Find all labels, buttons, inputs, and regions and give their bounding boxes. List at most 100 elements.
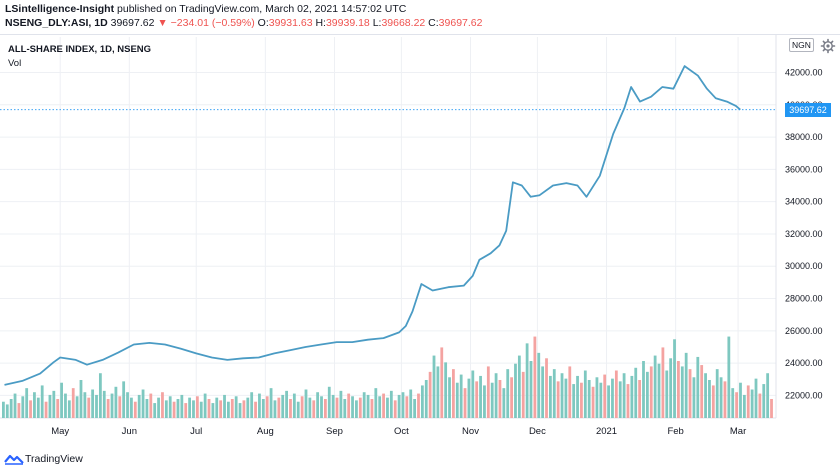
volume-bar [529, 361, 533, 418]
x-tick-label: Nov [462, 426, 479, 437]
price-line [4, 65, 741, 386]
volume-bar [79, 380, 83, 418]
volume-bar [432, 355, 436, 418]
volume-bar [475, 381, 479, 418]
price-chart[interactable]: 22000.00 24000.00 26000.00 28000.00 30000.00… [0, 35, 840, 445]
y-tick-label: 32000.00 [785, 229, 823, 239]
volume-bar [9, 399, 13, 418]
volume-bar [300, 396, 304, 418]
volume-bar [692, 377, 696, 418]
volume-bar [75, 396, 79, 418]
volume-bar [335, 397, 339, 418]
volume-bar [366, 394, 370, 418]
volume-bar [192, 400, 195, 418]
open-value: 39931.63 [268, 17, 313, 29]
volume-bar [420, 385, 424, 418]
volume-bar [164, 400, 168, 418]
volume-bar [122, 381, 126, 418]
volume-bar [106, 399, 110, 418]
gear-icon[interactable] [820, 38, 836, 54]
volume-bar [688, 369, 692, 418]
volume-bar [71, 388, 75, 418]
volume-bar [727, 336, 731, 418]
volume-bar [176, 399, 180, 418]
volume-bar [320, 396, 323, 418]
volume-bar [467, 378, 471, 418]
volume-bar [5, 404, 9, 418]
volume-bar [327, 386, 331, 418]
volume-bar [417, 393, 420, 418]
symbol-label[interactable]: NSENG_DLY:ASI, 1D [5, 17, 108, 29]
volume-bar [254, 401, 257, 418]
volume-bar [739, 382, 742, 418]
volume-bar [766, 373, 770, 418]
volume-bar [657, 363, 661, 418]
volume-bar [525, 343, 529, 418]
volume-bar [735, 392, 738, 418]
volume-bar [312, 400, 316, 418]
volume-bar [44, 401, 48, 418]
tradingview-logo-icon[interactable] [4, 452, 24, 466]
volume-bar [227, 401, 230, 418]
author-name[interactable]: LSintelligence-Insight [5, 3, 115, 15]
volume-bar [188, 397, 192, 418]
volume-bar [471, 370, 475, 418]
volume-bar [382, 393, 385, 418]
volume-bar [665, 370, 669, 418]
currency-badge[interactable]: NGN [789, 38, 814, 52]
volume-bar [397, 394, 401, 418]
volume-bar [680, 366, 684, 418]
volume-bar [622, 373, 626, 418]
volume-bar [95, 394, 98, 418]
volume-bar [153, 403, 157, 418]
volume-bar [634, 367, 638, 418]
volume-bar [56, 399, 60, 418]
volume-bar [126, 392, 129, 418]
volume-bar [545, 358, 548, 418]
y-tick-label: 34000.00 [785, 197, 823, 207]
volume-bar [362, 392, 366, 418]
volume-bar [215, 397, 219, 418]
volume-bar [250, 392, 254, 418]
volume-label: Vol [8, 58, 22, 69]
volume-bar [370, 399, 374, 418]
x-tick-label: May [51, 426, 69, 437]
volume-bar [289, 399, 292, 418]
low-label: L: [372, 17, 382, 29]
last-price: 39697.62 [110, 17, 155, 29]
volume-bar [172, 401, 176, 418]
volume-bar [498, 380, 502, 418]
volume-bar [711, 385, 715, 418]
volume-bar [560, 373, 564, 418]
volume-bar [750, 389, 754, 418]
y-tick-label: 26000.00 [785, 326, 823, 336]
volume-bar [595, 377, 599, 418]
volume-bar [378, 396, 382, 418]
volume-bar [145, 399, 149, 418]
volume-bar [568, 366, 572, 418]
volume-bar [130, 397, 133, 418]
x-tick-label: Aug [257, 426, 274, 437]
volume-bar [141, 389, 145, 418]
volume-bar [599, 382, 603, 418]
volume-bar [292, 393, 296, 418]
volume-bar [219, 400, 223, 418]
volume-bar [645, 371, 649, 418]
volume-bar [770, 399, 773, 418]
volume-bar [36, 397, 40, 418]
y-tick-label: 28000.00 [785, 294, 823, 304]
volume-bar [21, 396, 25, 418]
low-value: 39668.22 [381, 17, 426, 29]
volume-bar [614, 370, 618, 418]
volume-bar [52, 390, 56, 418]
volume-bar [137, 394, 141, 418]
volume-bar [308, 397, 312, 418]
x-tick-label: Oct [394, 426, 409, 437]
volume-bar [133, 401, 137, 418]
volume-bar [758, 393, 762, 418]
volume-bar [653, 355, 657, 418]
volume-bar [114, 386, 118, 418]
volume-bar [393, 400, 397, 418]
volume-bar [203, 393, 207, 418]
tradingview-brand[interactable]: TradingView [25, 453, 83, 465]
